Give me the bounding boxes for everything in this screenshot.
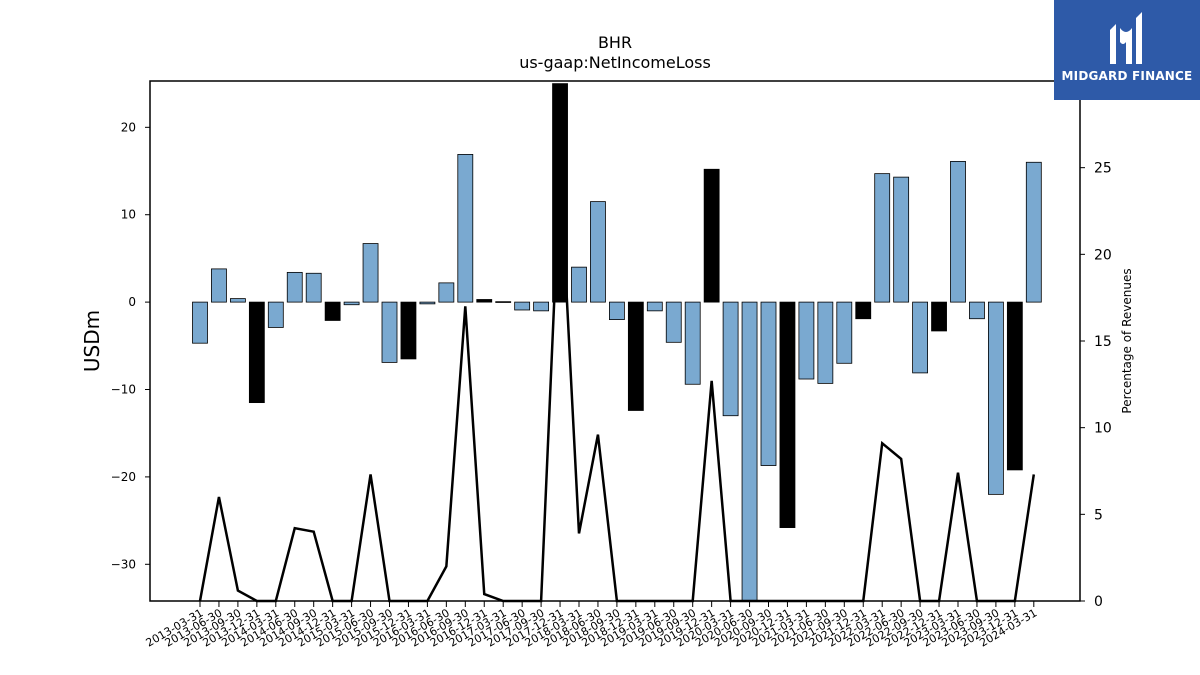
bar-2021-12-31 xyxy=(855,301,872,320)
y-tick-label: −30 xyxy=(111,557,136,571)
bar-2022-06-30 xyxy=(893,176,910,303)
bar-2016-06-30 xyxy=(438,282,455,303)
bar-2018-06-30 xyxy=(590,201,606,303)
bar-2013-09-30 xyxy=(229,298,246,303)
y-tick-label: 20 xyxy=(121,120,136,134)
y2-tick-label: 0 xyxy=(1094,594,1103,610)
left-axis-label: USDm xyxy=(80,310,104,372)
bar-2015-03-31 xyxy=(343,301,360,306)
bar-2019-09-30 xyxy=(684,301,701,385)
y-tick-label: 10 xyxy=(121,208,136,222)
bar-2014-12-31 xyxy=(324,301,341,321)
midgard-logo-icon xyxy=(1110,12,1142,64)
y-tick-label: −20 xyxy=(111,470,136,484)
bar-2020-12-31 xyxy=(779,301,796,528)
bar-2016-03-31 xyxy=(419,301,436,305)
bar-series xyxy=(192,83,1042,602)
bar-2018-03-31 xyxy=(571,266,587,303)
y-tick-label: 0 xyxy=(128,295,136,309)
bar-2013-12-31 xyxy=(248,301,265,404)
right-axis-ticks: 0 5 10 15 20 25 xyxy=(1080,161,1112,610)
y2-tick-label: 20 xyxy=(1094,247,1112,263)
plot-frame xyxy=(149,80,1081,602)
bar-2016-09-30 xyxy=(457,154,474,303)
bar-2014-09-30 xyxy=(305,272,322,303)
bar-2019-03-31 xyxy=(646,301,663,312)
bar-2017-06-30 xyxy=(514,301,531,311)
bar-2018-09-30 xyxy=(609,301,625,320)
bar-2022-12-31 xyxy=(931,301,947,332)
y2-tick-label: 15 xyxy=(1094,334,1112,350)
bar-2021-03-31 xyxy=(798,301,815,380)
bar-2019-12-31 xyxy=(703,168,720,303)
bar-2015-12-31 xyxy=(400,301,417,360)
y2-tick-label: 10 xyxy=(1094,421,1112,437)
bar-2021-09-30 xyxy=(836,301,853,364)
bar-2020-06-30 xyxy=(741,301,758,602)
logo-text: MIDGARD FINANCE xyxy=(1061,69,1193,83)
bar-2015-06-30 xyxy=(362,243,379,303)
bar-2020-09-30 xyxy=(760,301,777,466)
bar-2019-06-30 xyxy=(665,301,682,343)
chart-title: BHR xyxy=(598,33,632,52)
bar-2024-03-31 xyxy=(1025,161,1042,303)
bar-2017-09-30 xyxy=(533,301,549,312)
bar-2023-03-31 xyxy=(950,160,966,303)
bar-2021-06-30 xyxy=(817,301,834,384)
bar-2022-03-31 xyxy=(874,173,891,303)
chart-subtitle: us-gaap:NetIncomeLoss xyxy=(519,53,711,72)
bar-2023-09-30 xyxy=(988,301,1004,495)
brand-logo: MIDGARD FINANCE xyxy=(1054,0,1200,100)
bar-2015-09-30 xyxy=(381,301,398,363)
x-axis-ticks: 2013-03-312013-06-302013-09-302013-12-31… xyxy=(144,601,1039,650)
bar-2017-03-31 xyxy=(495,301,512,303)
bar-2020-03-31 xyxy=(722,301,739,417)
y2-tick-label: 5 xyxy=(1094,507,1103,523)
y2-tick-label: 25 xyxy=(1094,161,1112,177)
bar-2023-06-30 xyxy=(969,301,985,320)
bar-2014-03-31 xyxy=(267,301,284,328)
bar-2014-06-30 xyxy=(286,271,303,303)
bar-2023-12-31 xyxy=(1006,301,1023,471)
bar-2013-03-31 xyxy=(192,301,208,344)
right-axis-label: Percentage of Revenues xyxy=(1120,268,1134,413)
bar-2018-12-31 xyxy=(627,301,644,411)
y-tick-label: −10 xyxy=(111,383,136,397)
bar-2016-12-31 xyxy=(476,299,493,303)
left-axis-ticks: −30 −20 −10 0 10 20 xyxy=(111,120,150,571)
bar-2022-09-30 xyxy=(912,301,928,374)
bar-2013-06-30 xyxy=(211,268,227,303)
